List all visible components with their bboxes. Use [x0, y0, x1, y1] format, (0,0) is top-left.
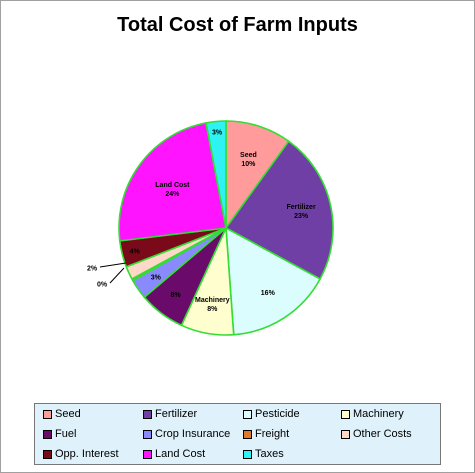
slice-label-opp-interest: 4%	[130, 248, 141, 255]
legend-item-fuel: Fuel	[43, 428, 76, 440]
legend-swatch	[341, 410, 350, 419]
legend-item-other-costs: Other Costs	[341, 428, 412, 440]
legend-swatch	[43, 410, 52, 419]
legend-label: Taxes	[255, 448, 284, 460]
legend-item-freight: Freight	[243, 428, 289, 440]
legend-item-crop-insurance: Crop Insurance	[143, 428, 230, 440]
legend-item-pesticide: Pesticide	[243, 408, 300, 420]
legend-label: Crop Insurance	[155, 428, 230, 440]
legend-label: Opp. Interest	[55, 448, 119, 460]
chart-legend: Seed Fertilizer Pesticide Machinery Fuel Crop…	[34, 403, 441, 465]
legend-swatch	[143, 410, 152, 419]
legend-label: Fuel	[55, 428, 76, 440]
slice-label-pesticide: 16%	[261, 290, 276, 297]
legend-label: Freight	[255, 428, 289, 440]
legend-swatch	[43, 450, 52, 459]
legend-swatch	[243, 450, 252, 459]
legend-swatch	[243, 410, 252, 419]
legend-swatch	[43, 430, 52, 439]
leader-line-other-costs	[100, 263, 126, 267]
slice-label-freight: 0%	[97, 282, 108, 289]
legend-label: Land Cost	[155, 448, 205, 460]
legend-item-opp-interest: Opp. Interest	[43, 448, 119, 460]
slice-label-fuel: 8%	[171, 292, 182, 299]
legend-label: Seed	[55, 408, 81, 420]
legend-item-land-cost: Land Cost	[143, 448, 205, 460]
legend-item-fertilizer: Fertilizer	[143, 408, 197, 420]
legend-swatch	[143, 450, 152, 459]
leader-line-freight	[110, 268, 124, 283]
legend-label: Other Costs	[353, 428, 412, 440]
legend-swatch	[243, 430, 252, 439]
legend-item-machinery: Machinery	[341, 408, 404, 420]
slice-label-taxes: 3%	[212, 130, 223, 137]
legend-item-taxes: Taxes	[243, 448, 284, 460]
legend-label: Pesticide	[255, 408, 300, 420]
legend-swatch	[341, 430, 350, 439]
legend-label: Machinery	[353, 408, 404, 420]
legend-item-seed: Seed	[43, 408, 81, 420]
slice-label-crop-insurance: 3%	[151, 275, 162, 282]
legend-label: Fertilizer	[155, 408, 197, 420]
slice-label-other-costs: 2%	[87, 266, 98, 273]
legend-swatch	[143, 430, 152, 439]
